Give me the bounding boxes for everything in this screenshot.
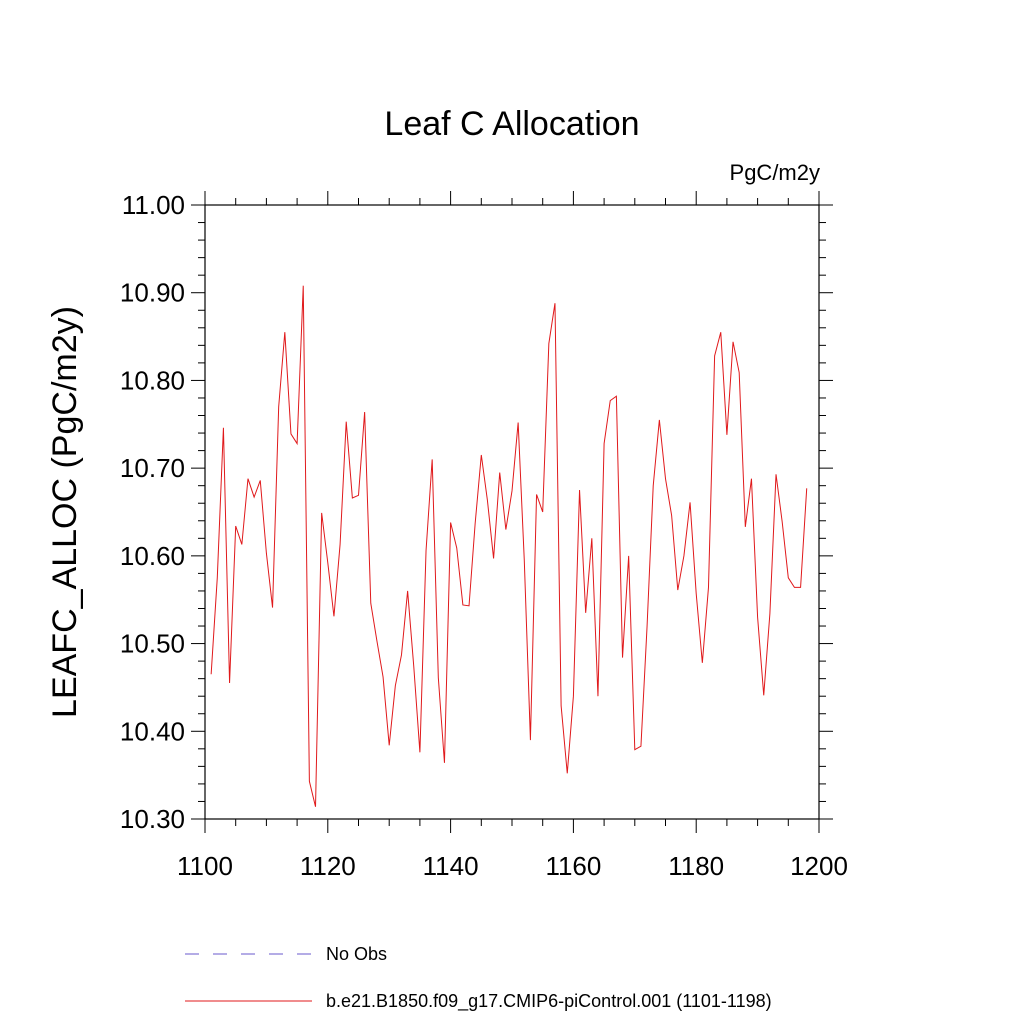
legend-label-control-run: b.e21.B1850.f09_g17.CMIP6-piControl.001 … [326,991,772,1012]
axis-tick-labels: 1100 1120 1140 1160 1180 1200 10.30 10.40 10.50 1… [120,190,848,881]
plot-frame [204,204,820,820]
units-label: PgC/m2y [730,160,820,185]
y-tick-label: 11.00 [122,190,185,220]
x-tick-label: 1120 [300,851,356,881]
x-tick-label: 1100 [177,851,233,881]
y-tick-label: 10.50 [120,629,185,659]
y-tick-label: 10.60 [120,541,185,571]
y-tick-label: 10.70 [120,453,185,483]
x-tick-label: 1160 [545,851,601,881]
y-tick-label: 10.80 [120,365,185,395]
y-tick-label: 10.30 [120,804,185,834]
x-tick-label: 1200 [790,851,848,881]
legend-label-no-obs: No Obs [326,944,387,964]
y-tick-label: 10.40 [120,716,185,746]
x-tick-label: 1140 [423,851,479,881]
x-tick-label: 1180 [668,851,724,881]
y-tick-label: 10.90 [120,278,185,308]
chart-title: Leaf C Allocation [384,105,639,143]
axis-ticks [191,191,833,833]
y-axis-label: LEAFC_ALLOC (PgC/m2y) [46,306,84,718]
legend: No Obs b.e21.B1850.f09_g17.CMIP6-piContr… [185,944,772,1012]
series-line [210,285,808,807]
